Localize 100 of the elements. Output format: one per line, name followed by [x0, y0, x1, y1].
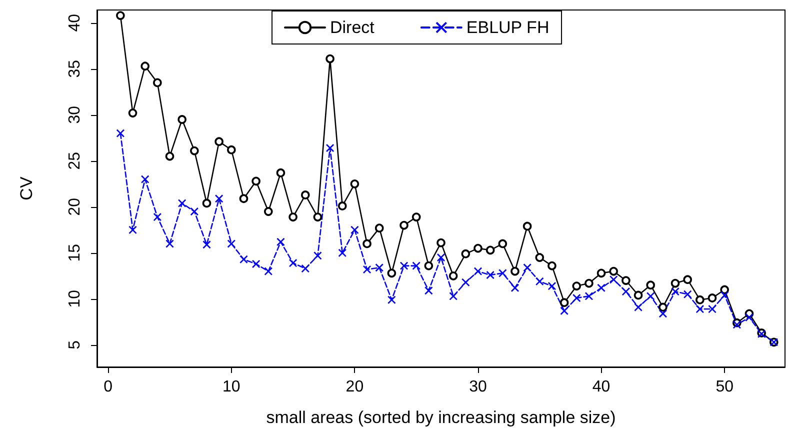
point — [338, 202, 347, 210]
point — [289, 259, 298, 268]
point — [560, 306, 568, 315]
y-tick-label: 25 — [66, 152, 84, 170]
point — [646, 292, 655, 300]
point — [141, 175, 150, 184]
point — [474, 267, 482, 276]
point — [128, 108, 138, 118]
x-tick-label: 20 — [346, 378, 364, 396]
point — [720, 285, 729, 294]
x-tick-label: 50 — [716, 378, 734, 396]
point — [227, 240, 236, 248]
point — [338, 248, 346, 257]
point — [572, 282, 582, 290]
x-tick-label: 0 — [104, 378, 113, 396]
point — [745, 313, 754, 322]
point — [634, 303, 642, 312]
y-tick-label: 35 — [66, 60, 84, 78]
point — [597, 284, 606, 292]
y-tick-label: 15 — [66, 244, 84, 262]
point — [448, 272, 458, 280]
point — [658, 310, 667, 318]
point — [116, 11, 125, 20]
point — [548, 282, 556, 290]
x-axis-title: small areas (sorted by increasing sample size) — [266, 408, 616, 427]
point — [314, 252, 322, 260]
point — [696, 305, 704, 314]
point — [214, 137, 224, 146]
point — [374, 224, 384, 232]
point — [350, 226, 359, 234]
point — [239, 194, 248, 204]
point — [178, 115, 186, 124]
point — [658, 302, 668, 312]
point — [202, 198, 212, 208]
point — [288, 212, 298, 222]
point — [300, 190, 310, 200]
point — [153, 213, 162, 222]
point — [523, 264, 532, 272]
point — [486, 246, 495, 255]
x-tick-label: 40 — [592, 378, 610, 396]
point — [536, 277, 544, 286]
point — [732, 320, 741, 329]
y-tick-label: 30 — [66, 106, 84, 124]
x-tick-label: 30 — [469, 378, 487, 396]
x-tick-label: 10 — [222, 378, 240, 396]
legend-label: Direct — [330, 18, 375, 37]
point — [683, 275, 692, 284]
point — [462, 278, 470, 286]
point — [140, 62, 150, 71]
point — [363, 265, 372, 274]
point — [510, 266, 520, 276]
point — [375, 264, 384, 272]
point — [584, 292, 593, 300]
point — [388, 296, 396, 304]
point — [646, 280, 656, 290]
point — [326, 54, 334, 64]
point — [424, 286, 433, 295]
point — [166, 240, 174, 248]
point — [609, 266, 618, 276]
point — [202, 240, 211, 249]
point — [696, 295, 704, 304]
point — [264, 267, 272, 276]
point — [498, 269, 507, 278]
point — [622, 288, 630, 296]
point — [252, 176, 260, 186]
point — [486, 270, 494, 279]
y-tick-label: 40 — [66, 14, 84, 32]
point — [670, 278, 680, 288]
point — [498, 239, 508, 248]
point — [313, 212, 322, 222]
point — [548, 261, 556, 270]
point — [634, 290, 643, 300]
point — [190, 146, 199, 156]
point — [276, 238, 285, 246]
point — [720, 291, 729, 300]
y-tick-label: 10 — [66, 290, 84, 308]
legend-label: EBLUP FH — [466, 18, 550, 37]
point — [436, 238, 446, 248]
point — [522, 222, 532, 231]
point — [362, 239, 372, 248]
point — [684, 290, 692, 298]
point — [671, 288, 680, 296]
point — [449, 292, 458, 300]
point — [252, 260, 260, 268]
point — [560, 298, 569, 307]
point — [326, 144, 334, 152]
point — [128, 226, 137, 234]
point — [412, 262, 420, 270]
point — [622, 276, 630, 285]
point — [400, 262, 408, 270]
point — [708, 305, 716, 314]
point — [215, 194, 224, 203]
point — [412, 212, 421, 222]
point — [596, 268, 606, 278]
point — [240, 255, 248, 264]
point — [350, 180, 360, 188]
point — [584, 278, 594, 288]
point — [510, 284, 519, 292]
point — [610, 276, 618, 284]
point — [276, 168, 286, 178]
